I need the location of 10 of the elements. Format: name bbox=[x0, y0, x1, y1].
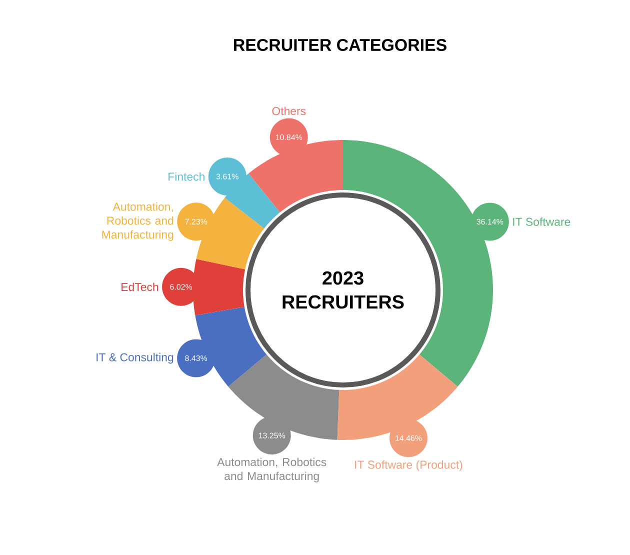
slice-label: Fintech bbox=[168, 172, 204, 181]
text: 2023 RECRUITERS bbox=[282, 271, 404, 309]
slice-label: IT Software (Product) bbox=[355, 460, 462, 472]
slice-label: Automation, Robotics and Manufacturing bbox=[102, 202, 174, 241]
slice-label: IT & Consulting bbox=[96, 352, 174, 364]
slice-label: EdTech bbox=[122, 282, 158, 292]
chart-title: RECRUITER CATEGORIES bbox=[234, 38, 446, 51]
slice-label: Others bbox=[272, 106, 306, 116]
slice-label: IT Software bbox=[513, 218, 570, 226]
slice-label: Automation, Robotics and Manufacturing bbox=[217, 458, 326, 482]
